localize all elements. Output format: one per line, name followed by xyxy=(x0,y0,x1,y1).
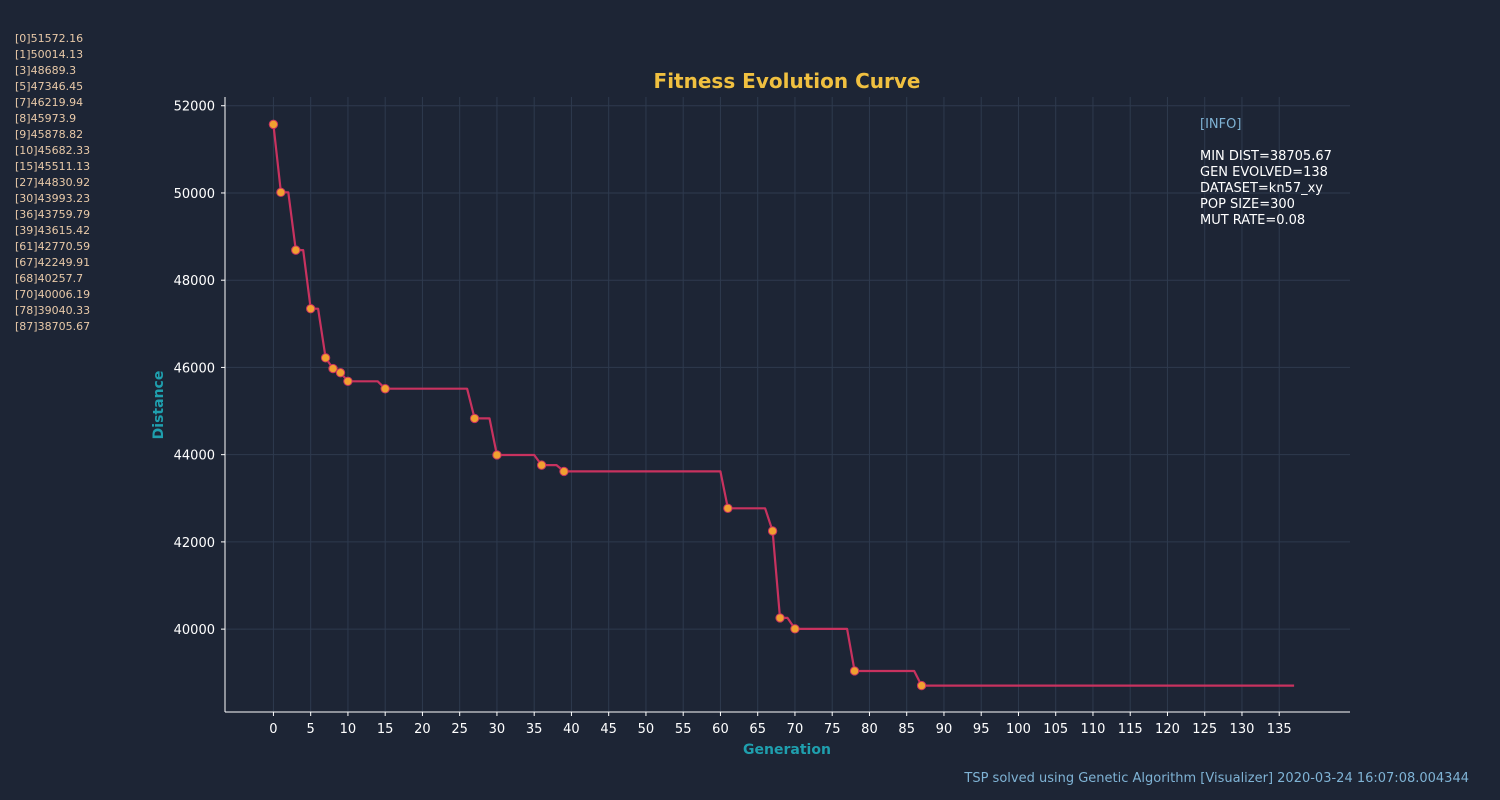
y-tick-label: 40000 xyxy=(174,623,215,638)
improvement-point xyxy=(335,368,346,378)
y-tick-label: 42000 xyxy=(174,536,215,551)
log-entry: [68]40257.7 xyxy=(15,272,84,285)
improvement-log: [0]51572.16 [1]50014.13 [3]48689.3 [5]47346… xyxy=(15,31,90,335)
log-entry: [36]43759.79 xyxy=(15,208,91,221)
x-axis-label: Generation xyxy=(743,742,831,758)
x-tick-label: 10 xyxy=(340,722,357,737)
improvement-point xyxy=(559,466,569,477)
x-tick-label: 80 xyxy=(861,722,878,737)
improvement-point xyxy=(775,613,785,623)
improvement-point xyxy=(268,119,279,130)
log-entry: [7]46219.94 xyxy=(15,96,84,109)
improvement-point xyxy=(291,245,301,255)
info-box: [INFO] MIN DIST=38705.67 GEN EVOLVED=138… xyxy=(1200,117,1332,228)
log-entry: [0]51572.16 xyxy=(15,32,84,45)
x-tick-label: 110 xyxy=(1081,722,1106,737)
x-tick-label: 70 xyxy=(787,722,804,737)
improvement-point xyxy=(320,353,331,363)
x-tick-label: 20 xyxy=(414,722,431,737)
log-entry: [1]50014.13 xyxy=(15,48,84,61)
log-entry: [5]47346.45 xyxy=(15,80,84,93)
improvement-point xyxy=(849,666,860,676)
x-tick-label: 90 xyxy=(936,722,953,737)
log-entry: [3]48689.3 xyxy=(15,64,77,77)
improvement-point xyxy=(343,376,353,386)
chart-plot xyxy=(268,119,1295,691)
x-tick-label: 95 xyxy=(973,722,990,737)
chart-grid xyxy=(225,97,1350,712)
log-entry: [39]43615.42 xyxy=(15,224,91,237)
improvement-point xyxy=(328,363,338,374)
y-tick-label: 52000 xyxy=(174,100,215,115)
x-tick-label: 105 xyxy=(1043,722,1068,737)
x-tick-label: 50 xyxy=(638,722,655,737)
info-line: MUT RATE=0.08 xyxy=(1200,213,1305,228)
info-line: GEN EVOLVED=138 xyxy=(1200,165,1328,180)
y-tick-label: 44000 xyxy=(174,449,215,464)
improvement-point xyxy=(380,384,390,394)
x-tick-label: 55 xyxy=(675,722,692,737)
x-tick-label: 125 xyxy=(1192,722,1217,737)
chart-axes xyxy=(224,97,1350,713)
fitness-line xyxy=(272,124,1295,687)
y-tick-label: 46000 xyxy=(174,361,215,376)
x-tick-label: 30 xyxy=(489,722,506,737)
improvement-point xyxy=(469,413,480,424)
improvement-point xyxy=(723,503,733,513)
x-tick-label: 5 xyxy=(307,722,315,737)
y-axis-label: Distance xyxy=(151,371,167,440)
x-tick-label: 120 xyxy=(1155,722,1180,737)
info-line: MIN DIST=38705.67 xyxy=(1200,149,1332,164)
log-entry: [8]45973.9 xyxy=(15,112,77,125)
info-line: DATASET=kn57_xy xyxy=(1200,181,1323,196)
log-entry: [70]40006.19 xyxy=(15,288,91,301)
log-entry: [87]38705.67 xyxy=(15,320,91,333)
x-tick-label: 35 xyxy=(526,722,543,737)
y-tick-label: 50000 xyxy=(174,187,215,202)
improvement-point xyxy=(767,526,778,536)
log-entry: [10]45682.33 xyxy=(15,144,91,157)
improvement-point xyxy=(790,624,800,634)
log-entry: [15]45511.13 xyxy=(15,160,91,173)
improvement-point xyxy=(305,303,316,314)
x-tick-label: 25 xyxy=(451,722,468,737)
x-tick-label: 115 xyxy=(1118,722,1143,737)
footer-caption: TSP solved using Genetic Algorithm [Visu… xyxy=(964,771,1469,786)
improvement-point xyxy=(492,450,502,460)
y-tick-label: 48000 xyxy=(174,274,215,289)
x-tick-label: 65 xyxy=(749,722,766,737)
improvement-point xyxy=(276,187,286,198)
x-tick-label: 0 xyxy=(269,722,277,737)
chart-title: Fitness Evolution Curve xyxy=(654,69,921,93)
x-tick-label: 15 xyxy=(377,722,394,737)
log-entry: [30]43993.23 xyxy=(15,192,91,205)
improvement-point xyxy=(536,460,547,470)
chart-ticks: 0 5 10 15 20 25 30 35 40 45 50 55 60 65 70 75 80 85 90 95 10… xyxy=(174,100,1292,737)
log-entry: [9]45878.82 xyxy=(15,128,84,141)
log-entry: [61]42770.59 xyxy=(15,240,91,253)
log-entry: [67]42249.91 xyxy=(15,256,91,269)
log-entry: [27]44830.92 xyxy=(15,176,91,189)
x-tick-label: 45 xyxy=(600,722,617,737)
log-entry: [78]39040.33 xyxy=(15,304,91,317)
x-tick-label: 60 xyxy=(712,722,729,737)
x-tick-label: 100 xyxy=(1006,722,1031,737)
x-tick-label: 130 xyxy=(1230,722,1255,737)
info-header: [INFO] xyxy=(1200,117,1241,132)
x-tick-label: 135 xyxy=(1267,722,1292,737)
x-tick-label: 40 xyxy=(563,722,580,737)
x-tick-label: 85 xyxy=(898,722,915,737)
x-tick-label: 75 xyxy=(824,722,841,737)
info-line: POP SIZE=300 xyxy=(1200,197,1295,212)
improvement-point xyxy=(916,680,927,691)
